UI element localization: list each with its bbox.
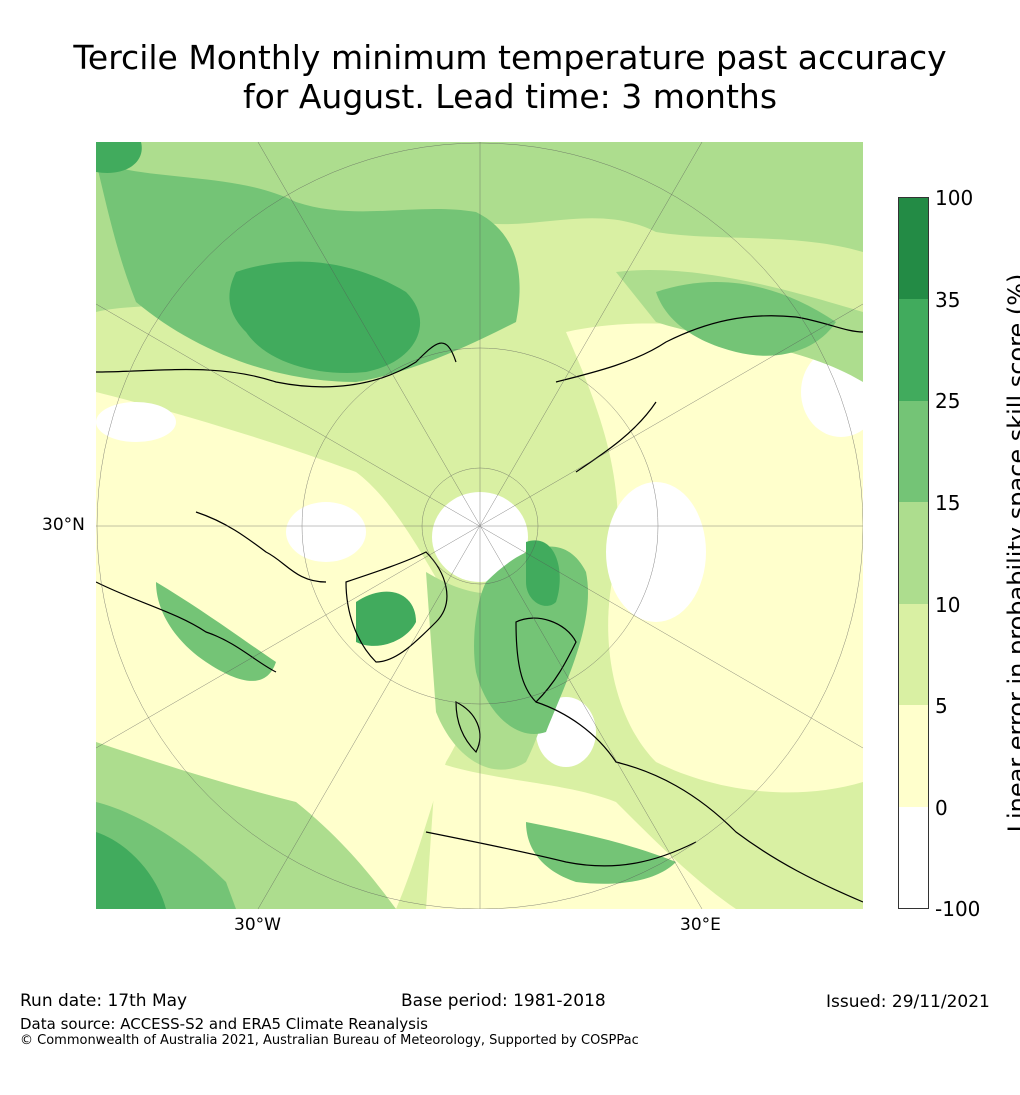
colorbar xyxy=(898,197,929,909)
issued-date: Issued: 29/11/2021 xyxy=(826,992,990,1012)
colorbar-seg-25-35 xyxy=(899,299,928,401)
coast-greenland xyxy=(345,551,448,663)
base-period: Base period: 1981-2018 xyxy=(401,991,606,1011)
coast-europe xyxy=(535,701,863,903)
colorbar-seg-35-100 xyxy=(899,198,928,300)
colorbar-seg-neg xyxy=(899,806,928,908)
coastlines xyxy=(96,315,863,903)
region-darkgreen-topleft xyxy=(96,142,142,173)
region-green-atlantic xyxy=(474,546,588,734)
colorbar-seg-10-15 xyxy=(899,502,928,604)
lon-label-30e: 30°E xyxy=(680,915,721,935)
lat-label-30n: 30°N xyxy=(42,515,85,535)
copyright: © Commonwealth of Australia 2021, Austra… xyxy=(20,1033,639,1048)
colorbar-label: Linear error in probability space skill … xyxy=(1003,273,1020,833)
run-date: Run date: 17th May xyxy=(20,991,188,1011)
colorbar-seg-15-25 xyxy=(899,400,928,503)
coast-scandinavia xyxy=(515,617,577,703)
data-source: Data source: ACCESS-S2 and ERA5 Climate … xyxy=(20,1015,428,1033)
coast-siberia xyxy=(555,315,863,383)
coast-taymyr xyxy=(575,401,657,473)
title-line-1: Tercile Monthly minimum temperature past… xyxy=(73,38,947,77)
region-darkgreen-southwest xyxy=(96,832,166,909)
region-green-siberia xyxy=(656,282,836,356)
region-pale-yellow-east xyxy=(566,323,863,793)
colorbar-tick: 15 xyxy=(935,491,961,515)
meridian-60e xyxy=(96,303,863,749)
colorbar-tick: 5 xyxy=(935,694,948,718)
coast-britain xyxy=(455,701,481,754)
region-darkgreen-greenland xyxy=(356,591,416,646)
graticule xyxy=(96,142,863,909)
map-canvas xyxy=(96,142,863,909)
coast-hudson xyxy=(195,511,327,583)
colorbar-tick: 0 xyxy=(935,796,948,820)
region-green-gulf xyxy=(156,582,276,681)
region-darkgreen-pacific xyxy=(229,261,421,373)
colorbar-tick: 25 xyxy=(935,389,961,413)
colorbar-seg-5-10 xyxy=(899,603,928,706)
lon-label-30w: 30°W xyxy=(234,915,281,935)
region-white-north-america xyxy=(286,502,366,562)
map-title: Tercile Monthly minimum temperature past… xyxy=(0,38,1020,116)
colorbar-tick: -100 xyxy=(935,897,981,921)
colorbar-tick: 35 xyxy=(935,288,961,312)
colorbar-tick: 10 xyxy=(935,593,961,617)
skill-score-map xyxy=(96,142,863,909)
coast-mediterranean xyxy=(425,831,697,867)
region-green-mediterranean xyxy=(526,822,676,884)
region-light-green-north xyxy=(96,142,863,312)
coast-north-america xyxy=(96,581,277,673)
title-line-2: for August. Lead time: 3 months xyxy=(242,77,778,116)
region-darkgreen-norway xyxy=(526,540,560,606)
region-white-pacific xyxy=(96,402,176,442)
colorbar-tick: 100 xyxy=(935,186,974,210)
colorbar-seg-0-5 xyxy=(899,705,928,807)
coast-alaska xyxy=(96,342,457,388)
